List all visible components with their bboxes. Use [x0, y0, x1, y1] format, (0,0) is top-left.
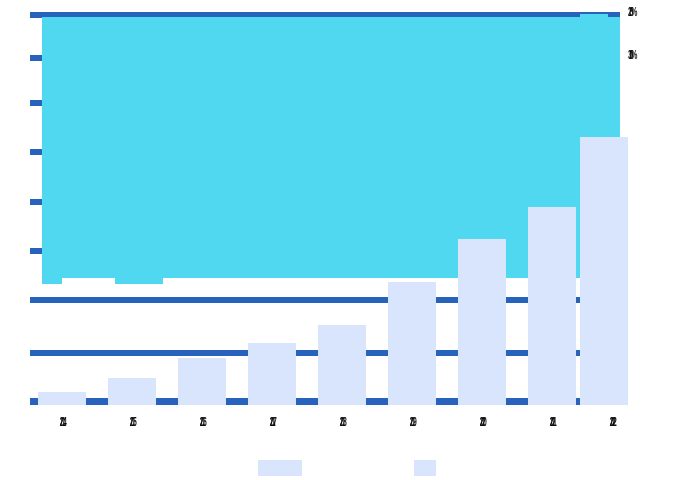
bar-2020[interactable]: [458, 239, 506, 405]
gridline-3: [30, 149, 620, 155]
xtick-label-2014: 2014: [59, 414, 67, 429]
bar-2014[interactable]: [38, 392, 86, 405]
gridline-1: [30, 55, 620, 61]
xtick-label-2015: 2015: [129, 414, 137, 429]
bar-2019[interactable]: [388, 282, 436, 405]
gridline-4: [30, 199, 620, 205]
ytick-label-0: 2.0%: [628, 4, 637, 19]
xtick-label-2022: 2022: [609, 414, 617, 429]
gridline-2: [30, 100, 620, 106]
xtick-label-2017: 2017: [269, 414, 277, 429]
legend-swatch-1[interactable]: [414, 460, 436, 476]
gridline-6: [30, 297, 620, 303]
xtick-label-2018: 2018: [339, 414, 347, 429]
bar-2022[interactable]: [580, 137, 628, 405]
gridline-0: [30, 12, 620, 18]
xtick-label-2019: 2019: [409, 414, 417, 429]
legend-swatch-0[interactable]: [258, 460, 302, 476]
bar-2015[interactable]: [108, 378, 156, 405]
plot-area: [30, 0, 628, 405]
ytick-label-1: 3.0%: [628, 47, 637, 62]
xtick-label-2020: 2020: [479, 414, 487, 429]
bar-2016[interactable]: [178, 358, 226, 405]
bar-2021[interactable]: [528, 207, 576, 405]
xtick-label-2021: 2021: [549, 414, 557, 429]
chart-legend: [0, 460, 680, 480]
bar-2017[interactable]: [248, 343, 296, 405]
xtick-label-2016: 2016: [199, 414, 207, 429]
bar-2018[interactable]: [318, 325, 366, 405]
